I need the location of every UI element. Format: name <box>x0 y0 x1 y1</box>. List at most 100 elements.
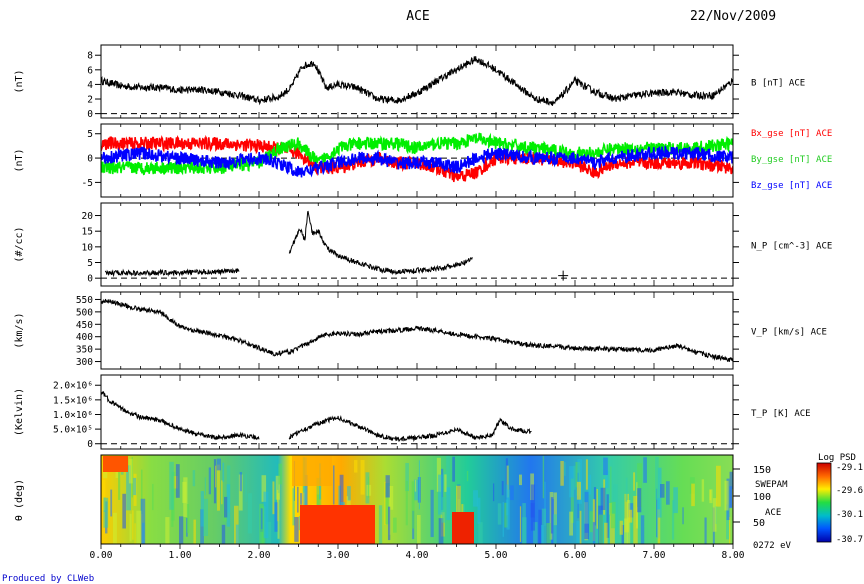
spectrogram-streak <box>165 517 170 544</box>
spectrogram-streak <box>200 491 204 527</box>
spectrogram-streak <box>530 503 535 518</box>
series-line <box>288 414 532 443</box>
spectrogram-streak <box>609 513 615 544</box>
spacecraft-label: ACE <box>765 508 781 518</box>
spectrogram-streak <box>238 474 243 511</box>
spectrogram-streak <box>126 465 131 511</box>
spectrogram-streak <box>182 481 187 503</box>
series-line <box>101 56 733 106</box>
spectrogram-streak <box>110 489 113 517</box>
spectrogram-streak <box>569 466 574 498</box>
spectrogram-streak <box>656 488 658 538</box>
spectrogram-streak <box>666 481 670 505</box>
spectrogram-streak <box>133 477 137 496</box>
x-tick-label: 8.00 <box>722 550 745 561</box>
y-tick-label: 8 <box>87 51 93 62</box>
spectrogram-streak <box>712 498 717 532</box>
series-label: Bz_gse [nT] ACE <box>751 181 832 191</box>
spectrogram-streak <box>278 463 283 485</box>
spectrogram-streak <box>553 514 557 544</box>
spectrogram-streak <box>332 465 335 505</box>
y-tick-label: 0 <box>87 154 93 165</box>
y-tick-label: 20 <box>82 211 94 222</box>
y-tick-label: 6 <box>87 65 93 76</box>
spectrogram-streak <box>393 517 397 533</box>
spectrogram-streak <box>576 481 581 500</box>
spectrogram-streak <box>217 464 220 511</box>
y-tick-label: 2 <box>87 95 93 106</box>
spectrogram-streak <box>203 498 209 536</box>
spectrogram-streak <box>360 460 365 495</box>
spectrogram-streak <box>603 457 608 476</box>
instrument-label: SWEPAM <box>755 480 788 490</box>
spectrogram-streak <box>173 476 178 489</box>
y-tick-label: 5.0×10⁵ <box>53 425 93 436</box>
y-tick-label: 550 <box>76 295 93 306</box>
spectrogram-streak <box>600 487 606 511</box>
spectrogram-streak <box>598 514 604 544</box>
spectrogram-streak <box>213 459 217 504</box>
series-line <box>104 267 240 278</box>
y-tick-label: 400 <box>76 332 93 343</box>
spectrogram-streak <box>716 465 721 507</box>
series-line <box>101 298 733 362</box>
spectrogram-streak <box>584 523 589 540</box>
spectrogram-streak <box>128 458 133 484</box>
series-label: By_gse [nT] ACE <box>751 155 832 165</box>
produced-by-credit: Produced by CLWeb <box>2 574 94 584</box>
spectrogram-streak <box>544 481 546 526</box>
spectrogram-streak <box>540 524 544 544</box>
spectrogram-streak <box>222 462 225 482</box>
spectrogram-streak <box>729 516 731 544</box>
spectrogram-streak <box>551 498 554 544</box>
spectrogram-streak <box>208 467 212 495</box>
colorbar <box>816 462 832 543</box>
spectrogram-streak <box>226 484 231 527</box>
panel-1: B [nT] ACE 0 2 4 6 8 (nT) <box>14 44 805 120</box>
x-tick-label: 1.00 <box>169 550 192 561</box>
spectrogram-streak <box>455 485 461 527</box>
spectrogram-streak <box>446 455 450 495</box>
y-tick-label: 2.0×10⁶ <box>53 381 93 392</box>
spectrogram-streak <box>175 464 180 498</box>
spectrogram-streak <box>192 470 196 487</box>
spectrogram-streak <box>519 506 522 542</box>
spectrogram-streak <box>492 483 495 502</box>
spectrogram-streak <box>347 486 351 501</box>
spectrogram-streak <box>704 517 707 544</box>
spectrogram-streak <box>354 460 358 473</box>
spectrogram-streak <box>297 486 299 513</box>
y-tick-label: 15 <box>82 227 93 238</box>
x-tick-label: 3.00 <box>327 550 350 561</box>
series-line <box>101 391 260 441</box>
spectrogram-streak <box>390 485 394 510</box>
spectrogram-streak <box>504 502 508 528</box>
spectrogram-streak <box>637 463 642 507</box>
spectrogram-streak <box>122 493 126 529</box>
colorbar-tick-label: -30.7 <box>836 535 863 545</box>
plot-title: ACE <box>406 9 429 24</box>
spectrogram-streak <box>378 505 383 544</box>
y-tick-label: 0 <box>87 109 93 120</box>
spectrogram-streak <box>221 480 223 505</box>
spectrogram-streak <box>633 472 636 491</box>
spectrogram-streak <box>118 464 121 500</box>
spectrogram-streak <box>473 490 478 507</box>
spectrogram-streak <box>430 489 434 538</box>
spectrogram-streak <box>626 499 631 544</box>
y-axis-label: (#/cc) <box>14 226 25 262</box>
spectrogram-streak <box>277 493 280 539</box>
y-tick-label: 0 <box>87 439 93 450</box>
spectrogram-streak <box>274 502 278 532</box>
spectrogram-hotspot <box>103 456 128 472</box>
spectrogram-streak <box>605 470 609 489</box>
spectrogram-streak <box>518 474 522 486</box>
spectrogram-streak <box>589 511 593 533</box>
spectrogram-streak <box>592 499 596 541</box>
spectrogram-streak <box>576 521 580 544</box>
spectrogram-streak <box>276 489 279 522</box>
colorbar-tick-label: -29.6 <box>836 486 863 496</box>
spectrogram-streak <box>385 483 390 525</box>
spectrogram-streak <box>606 494 609 538</box>
